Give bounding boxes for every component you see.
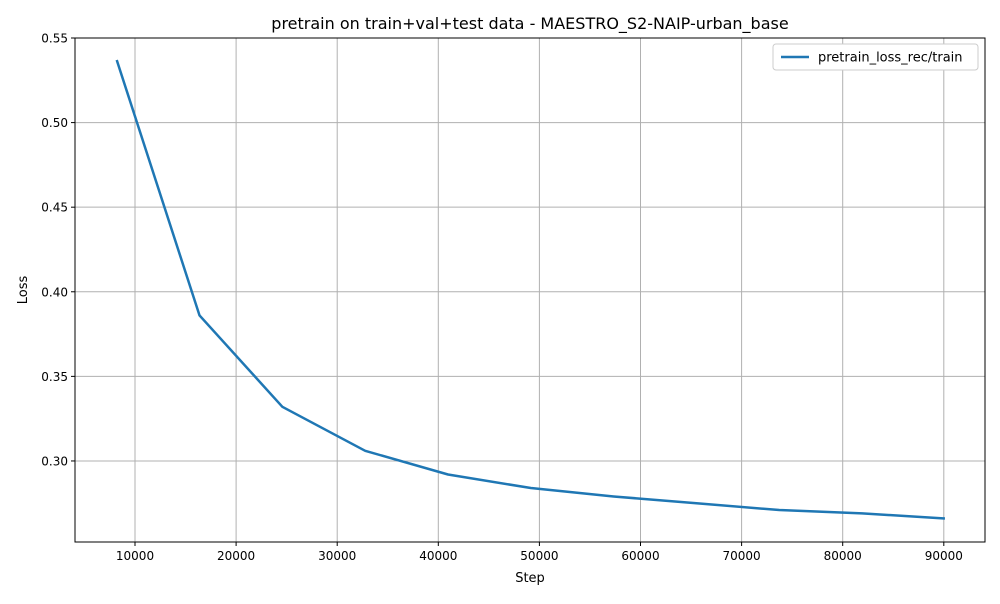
x-tick-label: 70000	[723, 549, 761, 563]
x-tick-label: 20000	[217, 549, 255, 563]
y-axis-label: Loss	[16, 276, 31, 305]
x-tick-label: 30000	[318, 549, 356, 563]
x-tick-label: 60000	[621, 549, 659, 563]
chart-title: pretrain on train+val+test data - MAESTR…	[271, 14, 788, 34]
x-tick-label: 10000	[116, 549, 154, 563]
legend-box	[772, 43, 979, 71]
x-tick-label: 50000	[520, 549, 558, 563]
y-tick-label: 0.50	[41, 116, 68, 130]
x-axis-label: Step	[515, 571, 545, 586]
y-tick-label: 0.40	[41, 285, 68, 299]
y-tick-label: 0.30	[41, 454, 68, 468]
legend: pretrain_loss_rec/train	[772, 43, 979, 71]
series-line-0	[115, 59, 946, 520]
x-tick-label: 90000	[925, 549, 963, 563]
legend-label: pretrain_loss_rec/train	[818, 51, 963, 66]
y-tick-label: 0.55	[41, 32, 68, 46]
y-tick-label: 0.35	[41, 370, 68, 384]
x-tick-label: 40000	[419, 549, 457, 563]
plot-frame	[74, 37, 986, 543]
x-tick-label: 80000	[824, 549, 862, 563]
y-tick-label: 0.45	[41, 201, 68, 215]
